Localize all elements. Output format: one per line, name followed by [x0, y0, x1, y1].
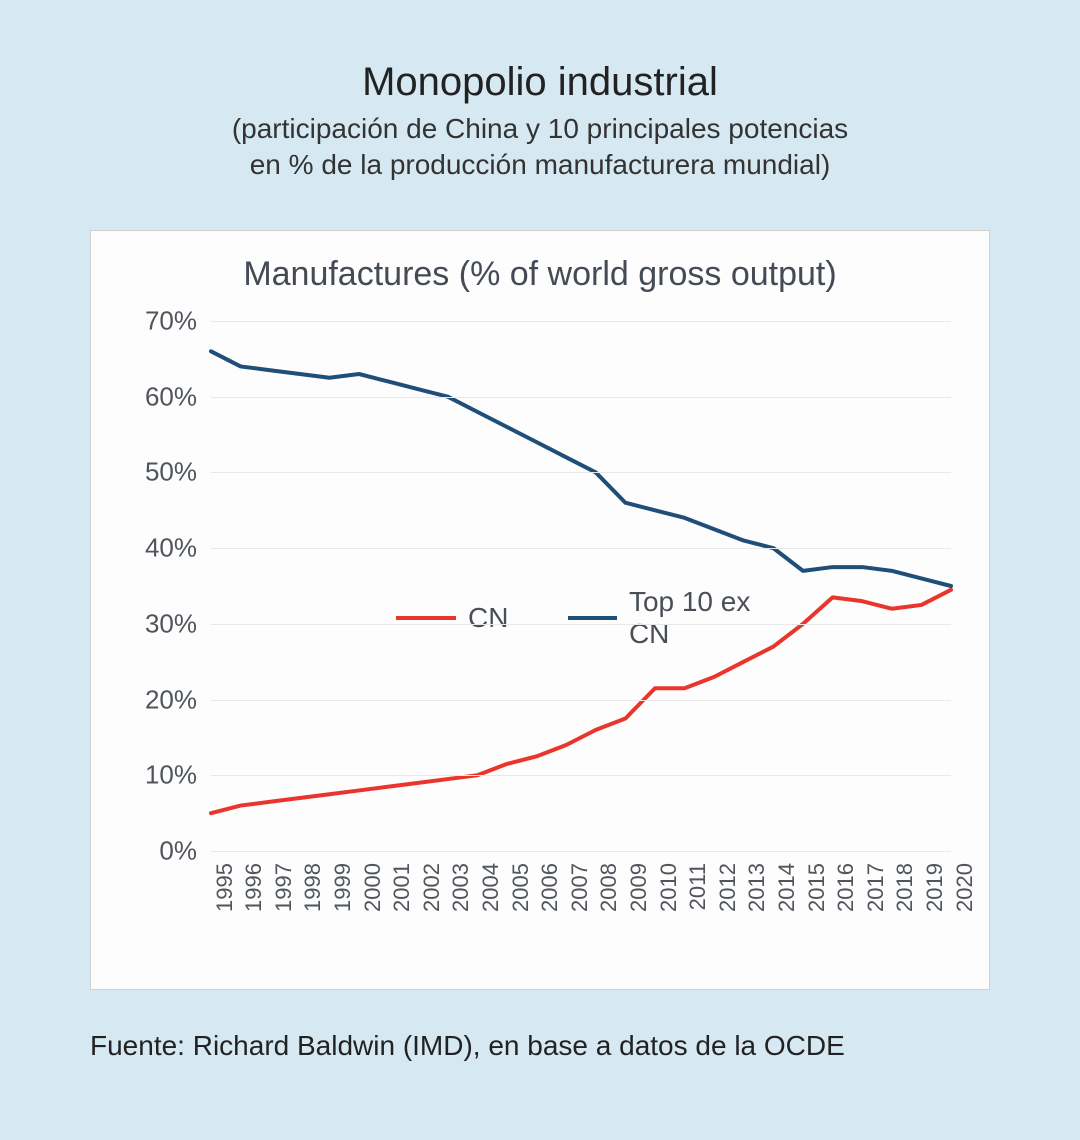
x-tick-label: 2007 — [567, 863, 593, 912]
y-tick-label: 10% — [145, 760, 197, 791]
y-tick-label: 40% — [145, 533, 197, 564]
legend-item-Top10exCN: Top 10 ex CN — [568, 586, 766, 650]
y-tick-label: 70% — [145, 306, 197, 337]
x-tick-label: 2006 — [537, 863, 563, 912]
subtitle-line-2: en % de la producción manufacturera mund… — [250, 149, 831, 180]
source-label: Fuente: Richard Baldwin (IMD), en base a… — [90, 1030, 845, 1062]
x-tick-label: 1995 — [212, 863, 238, 912]
gridline — [211, 700, 951, 701]
y-tick-label: 0% — [159, 836, 197, 867]
header: Monopolio industrial (participación de C… — [0, 0, 1080, 204]
legend-item-CN: CN — [396, 602, 508, 634]
chart-container: Manufactures (% of world gross output) C… — [90, 230, 990, 990]
page-title: Monopolio industrial — [0, 60, 1080, 105]
gridline — [211, 775, 951, 776]
gridline — [211, 397, 951, 398]
x-tick-label: 2019 — [922, 863, 948, 912]
chart-title: Manufactures (% of world gross output) — [91, 231, 989, 304]
x-tick-label: 2013 — [744, 863, 770, 912]
page-subtitle: (participación de China y 10 principales… — [0, 111, 1080, 184]
legend-label: CN — [468, 602, 508, 634]
legend-swatch — [568, 616, 616, 620]
x-tick-label: 1998 — [300, 863, 326, 912]
y-tick-label: 30% — [145, 608, 197, 639]
subtitle-line-1: (participación de China y 10 principales… — [232, 113, 848, 144]
x-tick-label: 2011 — [685, 863, 711, 910]
gridline — [211, 548, 951, 549]
gridline — [211, 472, 951, 473]
x-tick-label: 2005 — [508, 863, 534, 912]
x-tick-label: 2008 — [596, 863, 622, 912]
x-tick-label: 2004 — [478, 863, 504, 912]
gridline — [211, 321, 951, 322]
x-tick-label: 2017 — [863, 863, 889, 912]
x-tick-label: 2014 — [774, 863, 800, 912]
x-tick-label: 2009 — [626, 863, 652, 912]
gridline — [211, 851, 951, 852]
plot-area: CNTop 10 ex CN 0%10%20%30%40%50%60%70%19… — [211, 321, 951, 851]
x-tick-label: 2020 — [952, 863, 978, 912]
legend-label: Top 10 ex CN — [629, 586, 766, 650]
legend: CN Top 10 ex CN — [396, 586, 766, 650]
x-tick-label: 2001 — [389, 863, 415, 912]
x-tick-label: 1996 — [241, 863, 267, 912]
x-tick-label: 2018 — [892, 863, 918, 912]
y-tick-label: 60% — [145, 381, 197, 412]
x-tick-label: 2012 — [715, 863, 741, 912]
series-line-Top10exCN — [211, 351, 951, 586]
x-tick-label: 2010 — [656, 863, 682, 912]
x-tick-label: 2002 — [419, 863, 445, 912]
legend-swatch — [396, 616, 456, 620]
x-tick-label: 2015 — [804, 863, 830, 912]
x-tick-label: 1997 — [271, 863, 297, 912]
gridline — [211, 624, 951, 625]
x-tick-label: 2003 — [448, 863, 474, 912]
y-tick-label: 50% — [145, 457, 197, 488]
x-tick-label: 1999 — [330, 863, 356, 912]
x-tick-label: 2000 — [360, 863, 386, 912]
y-tick-label: 20% — [145, 684, 197, 715]
x-tick-label: 2016 — [833, 863, 859, 912]
